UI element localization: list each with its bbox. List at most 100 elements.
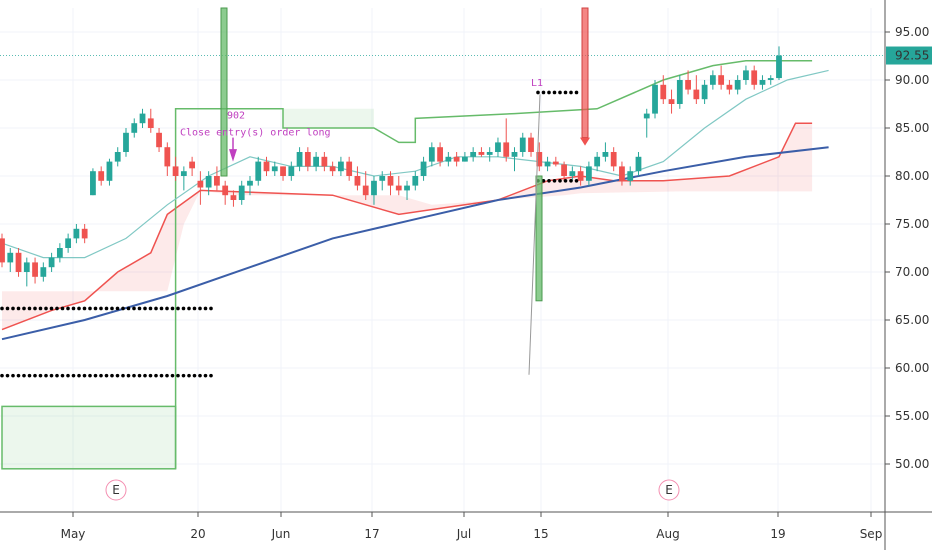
- candle-body[interactable]: [197, 180, 204, 188]
- candle-body[interactable]: [172, 166, 179, 176]
- candle-body[interactable]: [701, 84, 708, 100]
- candle-body[interactable]: [709, 75, 716, 85]
- candle-body[interactable]: [594, 156, 601, 167]
- candle-body[interactable]: [106, 161, 113, 181]
- candle-body[interactable]: [90, 171, 96, 196]
- candle-body[interactable]: [222, 185, 229, 196]
- time-axis[interactable]: May 20 Jun 17 Jul 15 Aug 19 Sep: [0, 511, 932, 541]
- candle-body[interactable]: [511, 152, 518, 157]
- candle-body[interactable]: [0, 238, 5, 263]
- candle-body[interactable]: [528, 137, 534, 152]
- candle-body[interactable]: [288, 166, 295, 176]
- candle-body[interactable]: [395, 185, 402, 191]
- candle-body[interactable]: [56, 248, 63, 258]
- candle-body[interactable]: [131, 123, 138, 133]
- candle-body[interactable]: [255, 161, 262, 181]
- candle-body[interactable]: [98, 171, 105, 181]
- candle-body[interactable]: [660, 84, 667, 100]
- candle-body[interactable]: [263, 161, 270, 172]
- candle-body[interactable]: [123, 132, 129, 152]
- candle-body[interactable]: [495, 142, 501, 152]
- price-axis[interactable]: 95.00 90.00 85.00 80.00 75.00 70.00 65.00 60.00…: [884, 0, 932, 550]
- candle-body[interactable]: [271, 166, 278, 172]
- candle-body[interactable]: [73, 228, 80, 239]
- candle-body[interactable]: [313, 156, 319, 167]
- candle-body[interactable]: [726, 84, 733, 90]
- candle-body[interactable]: [147, 118, 154, 128]
- candle-body[interactable]: [610, 152, 617, 167]
- candle-body[interactable]: [445, 156, 452, 162]
- candle-body[interactable]: [743, 70, 749, 80]
- candle-body[interactable]: [139, 113, 146, 124]
- candle-body[interactable]: [519, 137, 526, 152]
- candle-body[interactable]: [585, 166, 592, 181]
- candle-body[interactable]: [304, 152, 311, 167]
- candle-body[interactable]: [544, 161, 551, 167]
- candle-body[interactable]: [338, 161, 344, 172]
- candle-body[interactable]: [329, 166, 336, 172]
- candle-body[interactable]: [486, 152, 493, 155]
- candle-body[interactable]: [205, 176, 212, 188]
- candle-body[interactable]: [767, 78, 774, 80]
- candle-body[interactable]: [189, 161, 196, 169]
- candle-body[interactable]: [676, 80, 683, 104]
- candle-body[interactable]: [180, 171, 187, 176]
- candle-body[interactable]: [65, 238, 72, 248]
- candle-body[interactable]: [280, 166, 286, 176]
- candle-body[interactable]: [164, 147, 171, 167]
- candle-body[interactable]: [627, 171, 634, 181]
- candle-body[interactable]: [668, 99, 675, 104]
- candle-body[interactable]: [602, 152, 609, 157]
- candle-body[interactable]: [404, 185, 410, 191]
- candle-body[interactable]: [759, 80, 766, 85]
- candle-body[interactable]: [569, 171, 576, 176]
- candle-body[interactable]: [693, 89, 700, 100]
- candle-body[interactable]: [577, 171, 584, 181]
- candle-body[interactable]: [238, 185, 245, 200]
- candle-body[interactable]: [536, 152, 543, 167]
- candle-body[interactable]: [412, 176, 419, 186]
- candle-body[interactable]: [7, 252, 14, 263]
- candle-body[interactable]: [23, 262, 30, 272]
- candle-body[interactable]: [437, 147, 443, 162]
- candle-body[interactable]: [718, 75, 725, 85]
- candle-body[interactable]: [453, 156, 460, 162]
- candle-body[interactable]: [387, 176, 394, 186]
- candle-body[interactable]: [734, 80, 741, 90]
- earnings-mark-circle[interactable]: [105, 479, 127, 501]
- candle-body[interactable]: [462, 156, 468, 162]
- candle-body[interactable]: [15, 252, 22, 272]
- candle-body[interactable]: [48, 257, 55, 268]
- candle-body[interactable]: [552, 161, 559, 165]
- candle-body[interactable]: [503, 142, 510, 157]
- candle-body[interactable]: [776, 55, 782, 79]
- candle-body[interactable]: [478, 152, 485, 155]
- candle-body[interactable]: [321, 156, 328, 167]
- candle-body[interactable]: [379, 176, 386, 181]
- earnings-mark-circle[interactable]: [658, 479, 680, 501]
- candle-body[interactable]: [346, 161, 353, 176]
- candle-body[interactable]: [354, 176, 361, 186]
- candle-body[interactable]: [32, 262, 38, 277]
- candle-body[interactable]: [420, 161, 427, 176]
- candle-body[interactable]: [156, 132, 162, 148]
- candle-body[interactable]: [362, 185, 369, 196]
- candle-body[interactable]: [114, 152, 121, 162]
- candle-body[interactable]: [371, 180, 377, 196]
- candle-body[interactable]: [296, 152, 303, 167]
- candle-body[interactable]: [247, 180, 253, 186]
- candle-body[interactable]: [230, 195, 237, 200]
- candle-body[interactable]: [619, 166, 625, 181]
- candle-body[interactable]: [40, 267, 47, 277]
- candle-body[interactable]: [751, 70, 758, 85]
- candle-body[interactable]: [428, 147, 435, 162]
- candle-body[interactable]: [470, 152, 477, 157]
- candle-body[interactable]: [643, 113, 650, 119]
- candle-body[interactable]: [685, 80, 691, 90]
- candle-body[interactable]: [214, 176, 220, 186]
- candle-body[interactable]: [652, 84, 658, 114]
- candle-body[interactable]: [81, 228, 88, 239]
- candle-body[interactable]: [561, 164, 567, 176]
- candles[interactable]: [0, 46, 782, 287]
